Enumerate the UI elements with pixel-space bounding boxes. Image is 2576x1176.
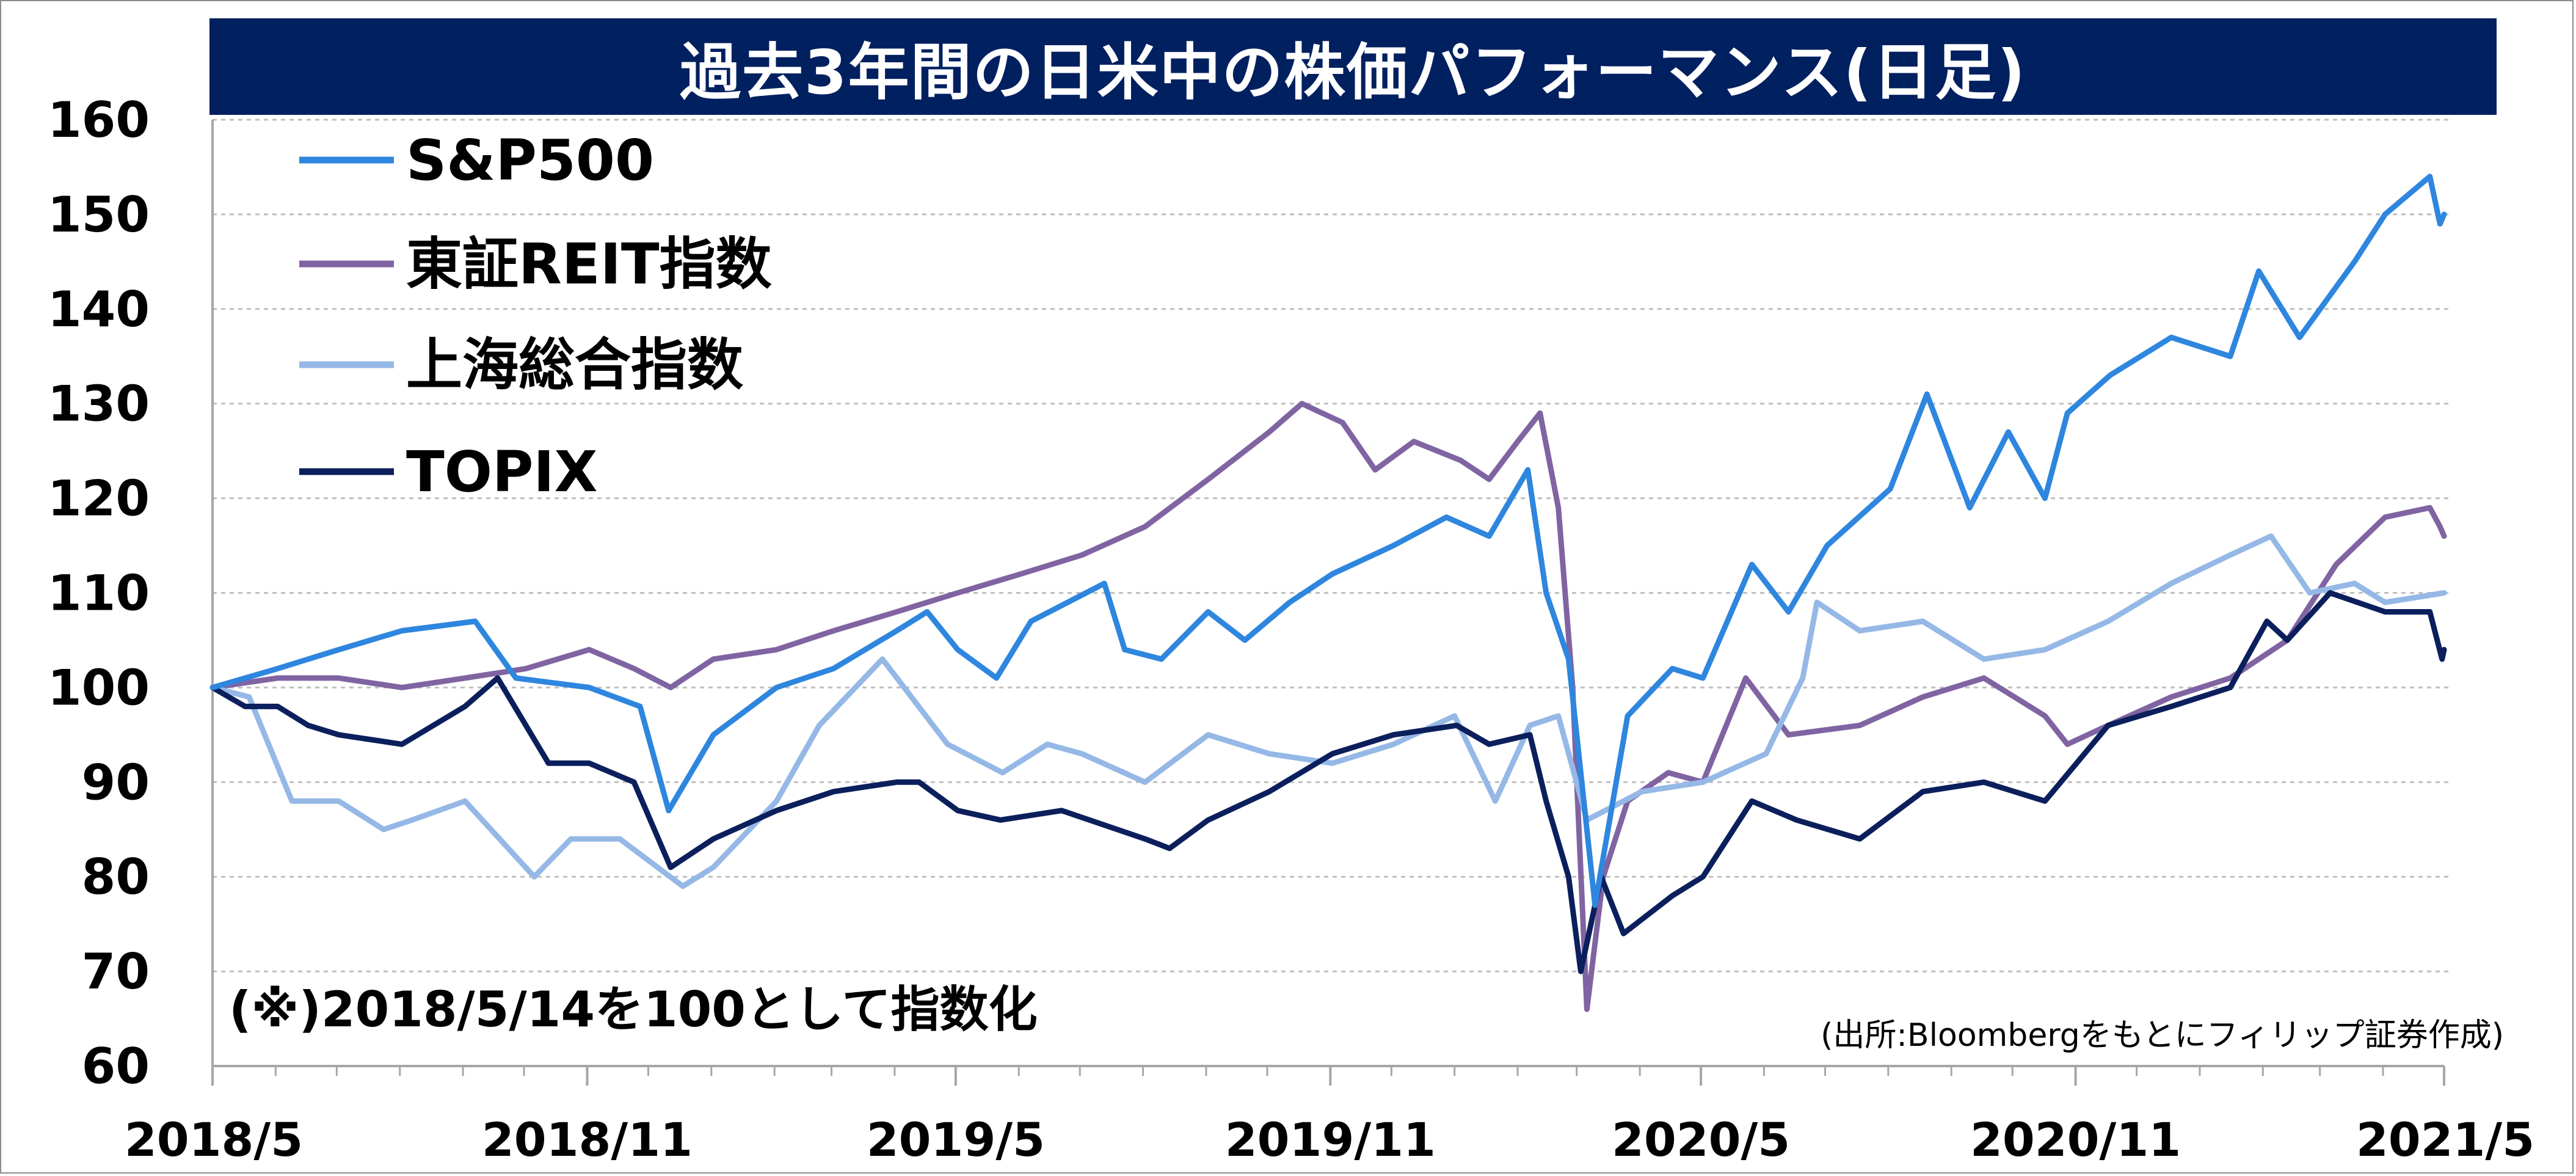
y-tick-label: 100 xyxy=(48,659,150,716)
chart-title: 過去3年間の日米中の株価パフォーマンス(日足) xyxy=(680,36,2026,108)
y-tick-label: 150 xyxy=(48,186,150,243)
series-line-reit xyxy=(209,401,2447,1012)
x-axis-tick-labels: 2018/5 2018/11 2019/5 2019/11 2020/5 2020/11 2… xyxy=(125,1112,2534,1167)
legend-label-reit: 東証REIT指数 xyxy=(406,232,772,297)
series-line-shanghai xyxy=(209,533,2447,889)
y-tick-label: 60 xyxy=(82,1038,150,1095)
x-tick-label: 2019/11 xyxy=(1225,1112,1436,1167)
y-tick-label: 160 xyxy=(48,92,150,148)
chart-title-bar: 過去3年間の日米中の株価パフォーマンス(日足) xyxy=(209,18,2497,115)
y-tick-label: 120 xyxy=(48,470,150,527)
y-tick-label: 80 xyxy=(82,849,150,905)
legend-label-sp500: S&P500 xyxy=(406,128,654,193)
series-line-topix xyxy=(209,590,2447,974)
x-tick-label: 2019/5 xyxy=(867,1112,1045,1167)
y-tick-label: 110 xyxy=(48,565,150,622)
x-tick-label: 2021/5 xyxy=(2356,1112,2534,1167)
x-tick-label: 2018/11 xyxy=(482,1112,693,1167)
y-axis-tick-labels: 160 150 140 130 120 110 100 90 80 70 60 xyxy=(48,92,150,1095)
y-tick-label: 130 xyxy=(48,376,150,433)
x-tick-label: 2020/11 xyxy=(1970,1112,2181,1167)
y-tick-label: 90 xyxy=(82,754,150,811)
y-tick-label: 70 xyxy=(82,943,150,1000)
y-tick-label: 140 xyxy=(48,281,150,338)
series-lines xyxy=(209,173,2447,1012)
series-line-sp500 xyxy=(209,173,2447,908)
x-tick-label: 2018/5 xyxy=(125,1112,303,1167)
legend-label-topix: TOPIX xyxy=(406,439,598,505)
axes xyxy=(211,120,2445,1086)
source-note: (出所:Bloombergをもとにフィリップ証券作成) xyxy=(1821,1017,2504,1054)
legend-label-shanghai: 上海総合指数 xyxy=(406,332,743,398)
x-tick-label: 2020/5 xyxy=(1612,1112,1790,1167)
index-note: (※)2018/5/14を100として指数化 xyxy=(229,981,1038,1038)
